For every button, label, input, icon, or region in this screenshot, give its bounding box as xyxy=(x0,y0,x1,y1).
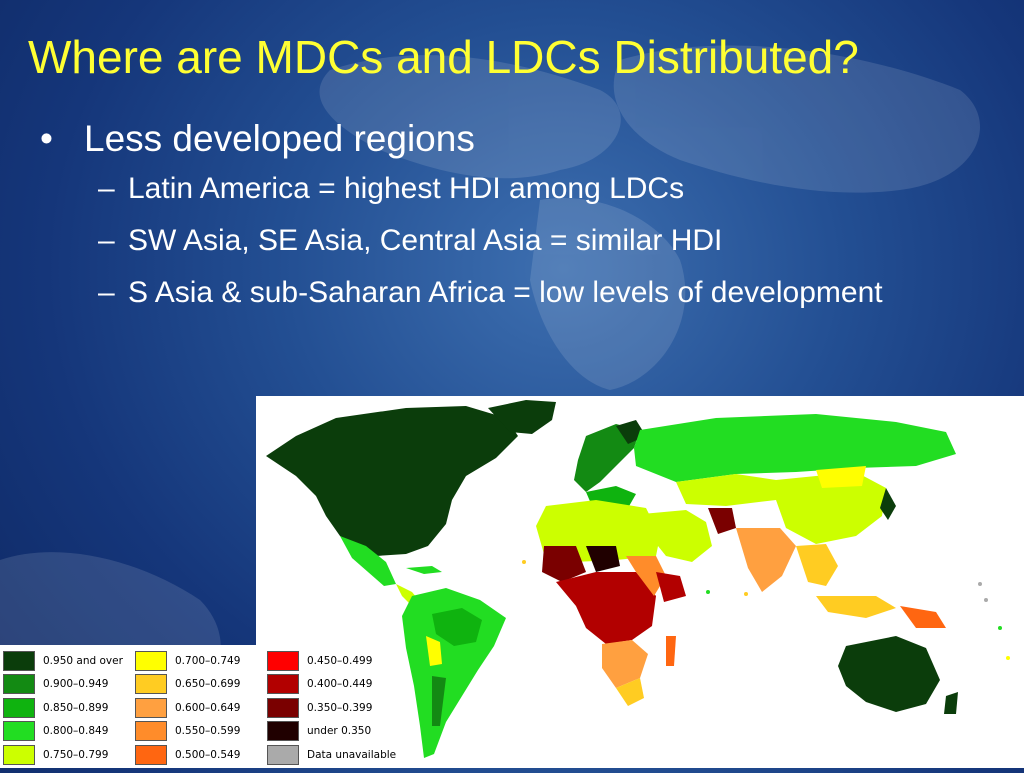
sub-bullet-marker: – xyxy=(98,276,115,309)
legend-label: Data unavailable xyxy=(307,748,397,761)
legend-swatch xyxy=(3,697,35,718)
sub-bullet-text: SW Asia, SE Asia, Central Asia = similar… xyxy=(128,224,723,257)
legend-swatch xyxy=(3,674,35,695)
legend-label: under 0.350 xyxy=(307,725,372,738)
legend-label: 0.900–0.949 xyxy=(43,678,109,691)
sub-bullet-text: S Asia & sub-Saharan Africa = low levels… xyxy=(128,276,883,309)
legend-item: 0.650–0.699 xyxy=(135,673,265,697)
sub-bullet-marker: – xyxy=(98,172,115,205)
legend-item: 0.550–0.599 xyxy=(135,720,265,744)
legend-swatch xyxy=(135,650,167,671)
bullet-marker: • xyxy=(40,118,53,159)
legend-label: 0.800–0.849 xyxy=(43,725,109,738)
legend-item: 0.850–0.899 xyxy=(3,696,133,720)
map-region-south-asia xyxy=(736,528,796,592)
legend-swatch xyxy=(267,674,299,695)
sub-bullet-item: – SW Asia, SE Asia, Central Asia = simil… xyxy=(98,222,980,260)
legend-label: 0.350–0.399 xyxy=(307,701,373,714)
legend-label: 0.750–0.799 xyxy=(43,748,109,761)
legend-swatch xyxy=(267,744,299,765)
sub-bullet-item: – Latin America = highest HDI among LDCs xyxy=(98,170,980,208)
legend-swatch xyxy=(3,744,35,765)
legend-label: 0.850–0.899 xyxy=(43,701,109,714)
sub-bullet-marker: – xyxy=(98,224,115,257)
legend-item: under 0.350 xyxy=(267,720,397,744)
legend-label: 0.600–0.649 xyxy=(175,701,241,714)
legend-swatch xyxy=(135,721,167,742)
legend-item: 0.350–0.399 xyxy=(267,696,397,720)
legend-item: Data unavailable xyxy=(267,743,397,767)
legend-item: 0.600–0.649 xyxy=(135,696,265,720)
legend-label: 0.700–0.749 xyxy=(175,654,241,667)
bullet-text: Less developed regions xyxy=(84,118,475,159)
map-region-australia xyxy=(838,636,940,712)
legend-item: 0.700–0.749 xyxy=(135,649,265,673)
legend-swatch xyxy=(267,721,299,742)
map-region-china xyxy=(776,472,886,544)
legend-item: 0.950 and over xyxy=(3,649,133,673)
map-region-southeast-asia xyxy=(796,544,838,586)
legend-item: 0.450–0.499 xyxy=(267,649,397,673)
legend-label: 0.950 and over xyxy=(43,654,123,667)
legend-swatch xyxy=(3,650,35,671)
sub-bullet-text: Latin America = highest HDI among LDCs xyxy=(128,172,685,205)
slide-title: Where are MDCs and LDCs Distributed? xyxy=(28,31,859,83)
legend-item: 0.900–0.949 xyxy=(3,673,133,697)
map-region-central-asia xyxy=(676,474,776,506)
hdi-legend: 0.950 and over 0.700–0.749 0.450–0.499 0… xyxy=(0,645,400,768)
world-map-image xyxy=(266,400,1010,758)
legend-item: 0.500–0.549 xyxy=(135,743,265,767)
legend-label: 0.400–0.449 xyxy=(307,678,373,691)
bullet-item: • Less developed regions xyxy=(40,118,980,160)
legend-swatch xyxy=(135,744,167,765)
legend-swatch xyxy=(135,674,167,695)
bullet-list: • Less developed regions – Latin America… xyxy=(40,118,980,326)
legend-label: 0.450–0.499 xyxy=(307,654,373,667)
map-region-russia xyxy=(634,414,956,482)
map-region-greenland xyxy=(488,400,556,434)
legend-label: 0.500–0.549 xyxy=(175,748,241,761)
map-region-middle-east xyxy=(642,510,712,562)
map-region-central-america xyxy=(340,536,396,586)
legend-label: 0.650–0.699 xyxy=(175,678,241,691)
legend-swatch xyxy=(267,697,299,718)
map-region-europe xyxy=(574,424,640,492)
legend-label: 0.550–0.599 xyxy=(175,725,241,738)
legend-item: 0.750–0.799 xyxy=(3,743,133,767)
legend-item: 0.400–0.449 xyxy=(267,673,397,697)
legend-swatch xyxy=(3,721,35,742)
legend-swatch xyxy=(267,650,299,671)
hdi-world-map xyxy=(256,396,1024,768)
map-region-south-america xyxy=(402,588,506,758)
legend-swatch xyxy=(135,697,167,718)
map-region-north-america xyxy=(266,406,518,556)
sub-bullet-item: – S Asia & sub-Saharan Africa = low leve… xyxy=(98,274,980,312)
legend-item: 0.800–0.849 xyxy=(3,720,133,744)
